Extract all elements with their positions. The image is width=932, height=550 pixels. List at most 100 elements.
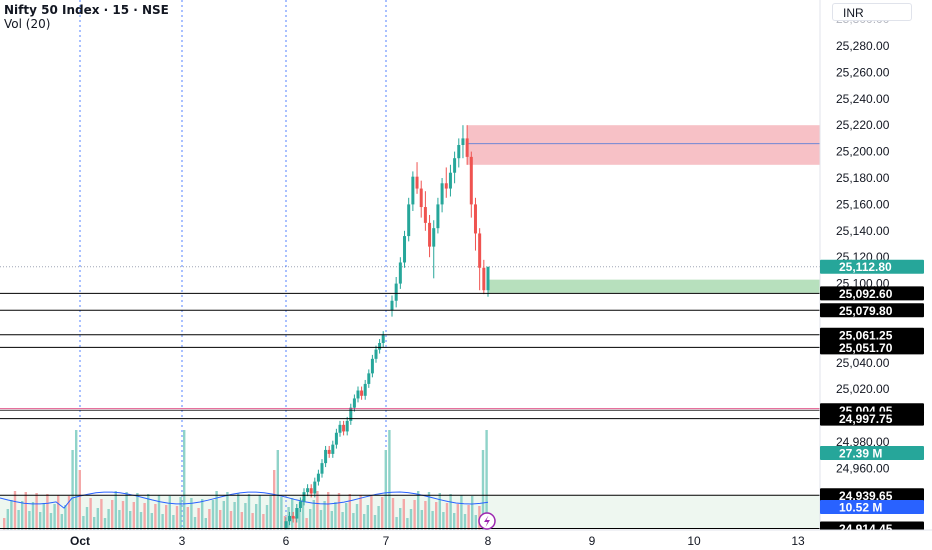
candle [324,449,328,464]
volume-bar [384,450,387,530]
level-label-4-text: 25,051.70 [839,341,893,355]
volume-bar [226,492,229,530]
candle [428,222,432,247]
volume-ma-label-text: 10.52 M [839,501,882,515]
x-tick-label: 7 [383,534,390,548]
x-tick-label: 3 [179,534,186,548]
volume-bar [13,491,17,530]
volume-bar [89,498,92,530]
volume-bar [341,512,344,530]
candle [334,432,338,445]
candle [370,358,374,374]
volume-bar [294,517,297,530]
volume-bar [136,493,139,530]
volume-bar [172,515,175,530]
volume-indicator-label[interactable]: Vol (20) [4,17,51,31]
volume-bar [255,504,258,530]
level-label-2-bg [820,303,924,318]
volume-bar [427,492,431,530]
volume-bar [193,517,197,530]
candle [419,188,423,208]
volume-bar [334,502,337,530]
candle [403,236,407,263]
y-tick-label: 25,180.00 [836,171,890,185]
volume-bar [435,502,438,530]
levels-layer [0,292,820,530]
volume-bar [103,518,107,530]
candle [381,335,385,343]
y-tick-label: 25,160.00 [836,197,890,211]
candle [448,172,452,189]
volume-bar [154,504,157,530]
level-label-4-bg [820,340,924,355]
level-label-2: 25,079.80 [820,303,924,318]
volume-bar [161,514,164,530]
volume-bar [100,499,103,530]
level-label-6-text: 24,997.75 [839,412,893,426]
y-tick-label: 25,200.00 [836,145,890,159]
level-label-6-bg [820,411,924,426]
candle [457,145,461,159]
volume-bar [445,503,449,530]
level-label-4: 25,051.70 [820,340,924,355]
volume-bar [298,508,301,530]
volume-bar [190,498,193,530]
candle [352,398,356,408]
candle [374,349,378,359]
level-label-6: 24,997.75 [820,411,924,426]
currency-selector[interactable]: INR [832,3,912,21]
volume-bar [431,511,434,530]
volume-ma-label: 10.52 M [820,500,924,515]
volume-bar [46,494,49,530]
volume-bar [57,495,60,530]
volume-bar [211,500,215,530]
volume-bar [323,501,326,530]
candle [327,449,331,454]
candle [461,138,465,145]
volume-bar [481,450,485,530]
candle [309,488,313,494]
volume-bar [402,499,405,530]
x-tick-label: 13 [791,534,805,548]
candle [367,373,371,384]
candle [478,233,482,268]
last-price-label: 25,112.80 [820,259,924,274]
volume-ma-label-bg [820,500,924,514]
candle [473,204,477,234]
volume-bar [327,492,330,530]
candle [345,420,349,432]
volume-bar [463,514,467,530]
volume-bar [49,513,53,530]
volume-label-text: 27.39 M [839,447,882,461]
x-tick-label: 10 [687,534,701,548]
chart-title[interactable]: Nifty 50 Index · 15 · NSE [4,3,169,17]
candle [436,204,440,229]
candle [444,183,448,189]
volume-bar [175,506,179,530]
candle [411,176,415,205]
volume-bar [474,515,477,530]
candle [356,390,360,399]
volume-bar [17,510,20,530]
level-label-7-bg [820,488,924,503]
volume-bar [399,508,402,530]
volume-bar [291,498,294,530]
x-tick-label: 9 [589,534,596,548]
volume-bar [413,500,416,530]
volume-bar [312,500,315,530]
y-tick-label: 25,280.00 [836,39,890,53]
volume-bar [150,513,153,530]
candle [398,262,402,284]
volume-bar [215,491,218,530]
volume-bar [305,518,308,530]
time-axis[interactable] [0,530,932,550]
flash-icon[interactable] [478,512,496,530]
volume-bar [197,508,200,530]
volume-bar [96,508,99,530]
volume-bar [35,493,38,530]
candle [313,481,317,494]
volume-label-bg [820,446,924,460]
volume-bar [219,510,222,530]
volume-bar [330,511,333,530]
